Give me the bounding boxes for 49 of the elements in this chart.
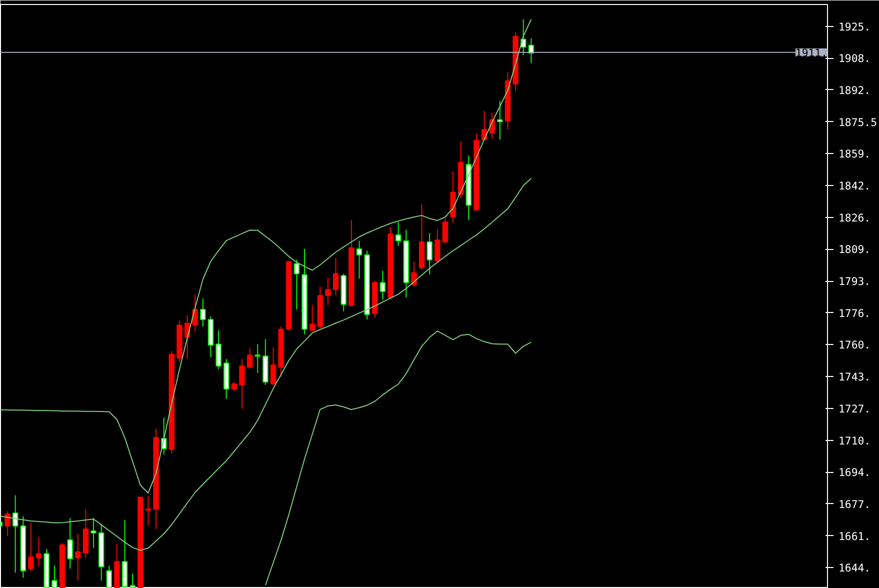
candlestick — [294, 259, 300, 310]
y-tick-label: 1809. — [838, 243, 871, 256]
candlestick — [426, 232, 432, 276]
candlestick — [36, 536, 42, 568]
line-series — [264, 330, 532, 586]
candlestick — [28, 522, 34, 572]
candlestick — [395, 222, 402, 246]
y-tick-label: 1776. — [838, 306, 871, 320]
y-tick-label: 1661. — [838, 530, 871, 543]
candlestick — [246, 348, 253, 370]
candlestick — [216, 330, 222, 370]
y-tick-label: 1908. — [838, 52, 871, 66]
y-tick-label: 1710. — [838, 434, 871, 448]
candlestick — [309, 304, 316, 332]
y-tick-label: 1743. — [838, 370, 871, 384]
candlestick — [254, 344, 260, 374]
candlestick — [332, 257, 339, 296]
candlestick — [442, 218, 448, 244]
candlestick — [67, 518, 73, 570]
y-tick-label: 1925. — [838, 20, 871, 34]
candlestick — [200, 298, 206, 327]
y-tick-label: 1760. — [838, 338, 871, 352]
candlestick — [90, 518, 96, 548]
candlestick — [434, 228, 440, 264]
y-tick-label: 1793. — [838, 275, 871, 288]
line-series — [0, 18, 532, 494]
y-tick-label: 1644. — [838, 562, 871, 575]
candlestick — [4, 510, 10, 537]
candlestick — [356, 240, 362, 280]
candlestick — [82, 508, 89, 558]
candlestick — [145, 496, 152, 526]
y-tick-label: 1875.5 — [838, 116, 877, 129]
candlestick — [270, 346, 276, 386]
candlestick — [325, 277, 331, 306]
candlestick — [497, 100, 503, 140]
candlestick — [239, 358, 245, 410]
line-series — [0, 178, 532, 551]
candlestick — [12, 494, 18, 574]
candlestick — [75, 533, 81, 582]
y-tick-label: 1677. — [838, 498, 871, 511]
ref-line-label: 1911. — [795, 46, 828, 60]
y-tick-label: 1727. — [838, 402, 871, 416]
y-tick-label: 1694. — [838, 466, 871, 480]
y-tick-label: 1826. — [838, 211, 871, 224]
candlestick — [411, 261, 417, 288]
y-tick-label: 1859. — [838, 148, 871, 161]
y-tick-label: 1892. — [838, 84, 871, 97]
y-tick-label: 1842. — [838, 180, 871, 193]
candlestick — [380, 270, 386, 300]
